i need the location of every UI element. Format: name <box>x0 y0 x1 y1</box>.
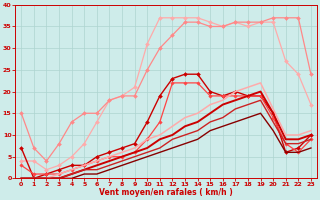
X-axis label: Vent moyen/en rafales ( km/h ): Vent moyen/en rafales ( km/h ) <box>99 188 233 197</box>
